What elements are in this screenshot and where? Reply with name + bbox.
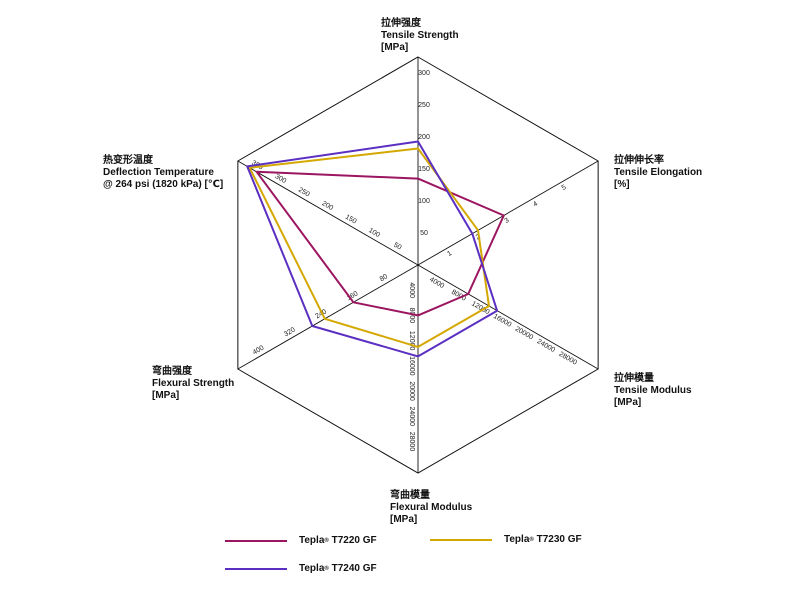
legend-item-t7230: Tepla ® T7230 GF [430,534,582,545]
tick-label: 300 [274,173,288,185]
tick-label: 400 [252,345,266,357]
axis-label-tensile-elongation: 拉伸伸长率 Tensile Elongation [%] [614,155,703,190]
series-line-t7230-gf [248,147,490,348]
tick-label: 200 [320,200,334,212]
tick-label: 160 [346,290,360,302]
tick-label: 320 [283,326,297,338]
tick-label: 3 [504,217,511,225]
tick-labels: 5010015020025030012345400080001200016000… [250,70,578,451]
tick-label: 150 [418,166,430,173]
tick-label: 50 [392,242,402,252]
legend-swatch [225,539,287,542]
tick-label: 300 [418,70,430,77]
axis-label-deflection-temperature: 热变形温度 Deflection Temperature @ 264 psi (… [103,155,224,190]
series-line-t7240-gf [246,140,499,358]
tick-label: 1 [446,250,453,258]
tick-label: 5 [561,184,568,192]
tick-label: 28000 [557,351,577,367]
radar-axis-line [417,160,599,266]
legend-item-t7220: Tepla ® T7220 GF [225,535,377,546]
tick-label: 100 [418,198,430,205]
series-line-t7220-gf [255,170,505,317]
radar-axis-line [237,160,419,266]
tick-label: 24000 [536,338,556,354]
axis-label-flexural-strength: 弯曲强度 Flexural Strength [MPa] [152,366,235,401]
tick-label: 8000 [408,308,415,324]
tick-label: 4 [532,200,539,208]
tick-label: 100 [367,227,381,239]
radar-axis-line [417,264,599,370]
axis-label-tensile-strength: 拉伸强度 Tensile Strength [MPa] [381,18,459,53]
axis-label-flexural-modulus: 弯曲模量 Flexural Modulus [MPa] [390,490,473,525]
tick-label: 4000 [428,276,445,290]
tick-label: 24000 [408,407,415,427]
legend-swatch [225,567,287,570]
radar-axis-line [237,264,419,370]
legend-swatch [430,538,492,541]
tick-label: 28000 [408,432,415,452]
axis-label-tensile-modulus: 拉伸模量 Tensile Modulus [MPa] [614,373,692,408]
tick-label: 12000 [408,331,415,351]
tick-label: 50 [420,230,428,237]
legend-item-t7240: Tepla ® T7240 GF [225,563,377,574]
tick-label: 250 [297,187,311,199]
data-series [246,140,505,358]
radar-frame [237,56,599,474]
tick-label: 16000 [408,356,415,376]
tick-label: 80 [379,273,389,283]
tick-label: 4000 [408,282,415,298]
tick-label: 150 [344,214,358,226]
tick-label: 240 [314,308,328,320]
tick-label: 20000 [408,381,415,401]
tick-label: 16000 [492,313,512,329]
tick-label: 250 [418,102,430,109]
tick-label: 200 [418,134,430,141]
tick-label: 20000 [514,326,534,342]
